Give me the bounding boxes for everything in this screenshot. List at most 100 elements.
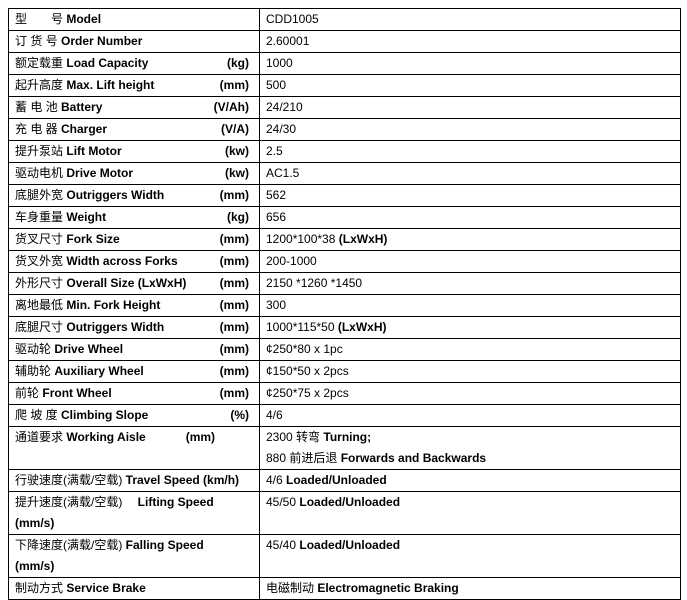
table-row: 底腿外宽 Outriggers Width (mm) 562 xyxy=(8,184,681,207)
table-row: 起升高度 Max. Lift height (mm) 500 xyxy=(8,74,681,97)
unit-label: (mm) xyxy=(219,298,249,312)
spec-label-cell: 底腿外宽 Outriggers Width (mm) xyxy=(8,184,260,207)
spec-label-cell: 起升高度 Max. Lift height (mm) xyxy=(8,74,260,97)
table-row: 提升速度(满载/空载) Lifting Speed (mm/s) 45/50 Loa… xyxy=(8,491,681,535)
spec-value: Turning; xyxy=(323,430,372,444)
unit-label: (mm) xyxy=(219,320,249,334)
spec-value-cell: 656 xyxy=(259,206,681,229)
spec-value: 电磁制动 xyxy=(266,581,318,595)
table-row: 驱动轮 Drive Wheel (mm) ¢250*80 x 1pc xyxy=(8,338,681,361)
table-row: 型 号 Model CDD1005 xyxy=(8,8,681,31)
unit-label: (kw) xyxy=(225,166,249,180)
label-english: Battery xyxy=(61,100,103,114)
spec-value: 45/40 xyxy=(266,538,300,552)
label-chinese: 行驶速度(满载/空载) xyxy=(15,473,123,487)
spec-value: 2150 *1260 *1450 xyxy=(266,276,363,290)
label-chinese: 起升高度 xyxy=(15,78,64,92)
label-english: Max. Lift height xyxy=(66,78,155,92)
spec-label-cell: 驱动电机 Drive Motor (kw) xyxy=(8,162,260,185)
spec-value: 4/6 xyxy=(266,408,283,422)
spec-label-cell: 辅助轮 Auxiliary Wheel (mm) xyxy=(8,360,260,383)
spec-label-cell: 蓄 电 池 Battery (V/Ah) xyxy=(8,96,260,119)
spec-value-cell: 2300 转弯 Turning; 880 前进后退 Forwards and Ba… xyxy=(259,426,681,470)
spec-value: 1200*100*38 xyxy=(266,232,339,246)
unit-label: (mm) xyxy=(219,232,249,246)
spec-label-cell: 外形尺寸 Overall Size (LxWxH) (mm) xyxy=(8,272,260,295)
table-row: 额定载重 Load Capacity (kg) 1000 xyxy=(8,52,681,75)
spec-value-cell: 562 xyxy=(259,184,681,207)
table-row: 车身重量 Weight (kg) 656 xyxy=(8,206,681,229)
table-row: 充 电 器 Charger (V/A) 24/30 xyxy=(8,118,681,141)
spec-label-cell: 通道要求 Working Aisle (mm) xyxy=(8,426,260,470)
label-english: Outriggers Width xyxy=(66,320,165,334)
label-chinese: 蓄 电 池 xyxy=(15,100,58,114)
label-english: Width across Forks xyxy=(66,254,178,268)
spec-value-cell: 45/40 Loaded/Unloaded xyxy=(259,534,681,578)
spec-label-cell: 爬 坡 度 Climbing Slope (%) xyxy=(8,404,260,427)
spec-value: 1000 xyxy=(266,56,293,70)
spec-value-cell: 4/6 Loaded/Unloaded xyxy=(259,469,681,492)
spec-table: 型 号 Model CDD1005 订 货 号 Order Number 2.6000… xyxy=(8,8,681,600)
label-chinese: 货叉尺寸 xyxy=(15,232,64,246)
spec-value: (LxWxH) xyxy=(338,232,388,246)
spec-value: 2.60001 xyxy=(266,34,310,48)
unit-label: (mm) xyxy=(219,276,249,290)
spec-value: 562 xyxy=(266,188,287,202)
label-chinese: 驱动电机 xyxy=(15,166,64,180)
spec-value-cell: 1000*115*50 (LxWxH) xyxy=(259,316,681,339)
spec-value: ¢150*50 x 2pcs xyxy=(266,364,349,378)
unit-label: (kg) xyxy=(227,210,249,224)
label-english: Outriggers Width xyxy=(66,188,165,202)
label-english: Working Aisle xyxy=(66,430,146,444)
spec-label-cell: 额定载重 Load Capacity (kg) xyxy=(8,52,260,75)
spec-value-cell: 500 xyxy=(259,74,681,97)
table-row: 爬 坡 度 Climbing Slope (%) 4/6 xyxy=(8,404,681,427)
spec-value: 300 xyxy=(266,298,287,312)
table-row: 下降速度(满载/空载) Falling Speed (mm/s) 45/40 Loa… xyxy=(8,534,681,578)
label-english: Weight xyxy=(66,210,107,224)
spec-label-cell: 货叉尺寸 Fork Size (mm) xyxy=(8,228,260,251)
label-english: Climbing Slope xyxy=(61,408,149,422)
label-english: Order Number xyxy=(61,34,143,48)
spec-value: Loaded/Unloaded xyxy=(286,473,387,487)
spec-value-cell: 电磁制动 Electromagnetic Braking xyxy=(259,577,681,600)
spec-value-cell: ¢250*75 x 2pcs xyxy=(259,382,681,405)
label-english: Overall Size (LxWxH) xyxy=(66,276,187,290)
unit-label: (V/A) xyxy=(221,122,249,136)
spec-value: 4/6 xyxy=(266,473,287,487)
label-chinese: 外形尺寸 xyxy=(15,276,64,290)
table-row: 驱动电机 Drive Motor (kw) AC1.5 xyxy=(8,162,681,185)
spec-label-cell: 离地最低 Min. Fork Height (mm) xyxy=(8,294,260,317)
label-english: Charger xyxy=(61,122,108,136)
spec-value-cell: 45/50 Loaded/Unloaded xyxy=(259,491,681,535)
spec-value: Electromagnetic Braking xyxy=(317,581,459,595)
label-chinese: 订 货 号 xyxy=(15,34,58,48)
spec-label-cell: 前轮 Front Wheel (mm) xyxy=(8,382,260,405)
label-english: Travel Speed (km/h) xyxy=(125,473,240,487)
table-row: 底腿尺寸 Outriggers Width (mm) 1000*115*50 (Lx… xyxy=(8,316,681,339)
spec-value-cell: 24/30 xyxy=(259,118,681,141)
spec-label-cell: 货叉外宽 Width across Forks (mm) xyxy=(8,250,260,273)
table-row: 辅助轮 Auxiliary Wheel (mm) ¢150*50 x 2pcs xyxy=(8,360,681,383)
table-row: 离地最低 Min. Fork Height (mm) 300 xyxy=(8,294,681,317)
label-chinese: 制动方式 xyxy=(15,581,64,595)
table-row: 订 货 号 Order Number 2.60001 xyxy=(8,30,681,53)
table-row: 前轮 Front Wheel (mm) ¢250*75 x 2pcs xyxy=(8,382,681,405)
spec-value-cell: 24/210 xyxy=(259,96,681,119)
label-chinese: 下降速度(满载/空载) xyxy=(15,538,123,552)
label-english: Lift Motor xyxy=(66,144,122,158)
spec-value-cell: 200-1000 xyxy=(259,250,681,273)
spec-value: 2300 转弯 xyxy=(266,430,324,444)
spec-value: 2.5 xyxy=(266,144,283,158)
spec-value: CDD1005 xyxy=(266,12,319,26)
unit-label: (V/Ah) xyxy=(213,100,249,114)
label-chinese: 底腿外宽 xyxy=(15,188,64,202)
spec-value-cell: AC1.5 xyxy=(259,162,681,185)
unit-label: (kw) xyxy=(225,144,249,158)
spec-value: 500 xyxy=(266,78,287,92)
spec-value-cell: 2.5 xyxy=(259,140,681,163)
table-row: 提升泵站 Lift Motor (kw) 2.5 xyxy=(8,140,681,163)
unit-label: (mm) xyxy=(219,188,249,202)
spec-value-cell: 4/6 xyxy=(259,404,681,427)
spec-label-cell: 行驶速度(满载/空载) Travel Speed (km/h) xyxy=(8,469,260,492)
